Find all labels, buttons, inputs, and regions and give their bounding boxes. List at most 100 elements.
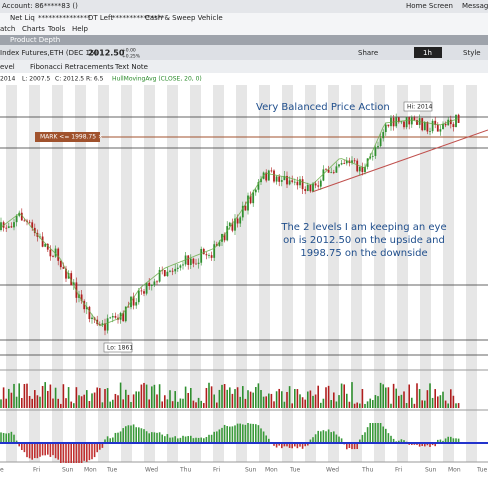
candle bbox=[23, 220, 26, 222]
interval-button[interactable] bbox=[414, 47, 442, 58]
menu-item[interactable]: atch bbox=[0, 25, 15, 33]
menu-item[interactable]: Help bbox=[72, 25, 89, 33]
net-liq: *************** bbox=[38, 14, 91, 22]
candle bbox=[340, 163, 343, 165]
candle bbox=[400, 121, 403, 123]
volume-bar bbox=[80, 396, 83, 408]
candle bbox=[54, 248, 57, 257]
volume-bar bbox=[429, 383, 431, 408]
volume-bar bbox=[333, 392, 335, 408]
session-stripe bbox=[374, 85, 385, 462]
volume-bar bbox=[309, 390, 312, 408]
style[interactable]: Style bbox=[463, 49, 481, 57]
menu-item[interactable]: Tools bbox=[47, 25, 66, 33]
candle bbox=[241, 205, 244, 218]
candle bbox=[314, 183, 317, 186]
osc-bar bbox=[257, 425, 260, 443]
volume-bar bbox=[457, 403, 460, 408]
osc-bar bbox=[312, 437, 314, 443]
x-axis-label: Tue bbox=[476, 467, 488, 474]
volume-bar bbox=[281, 391, 283, 408]
osc-bar bbox=[377, 423, 379, 443]
mark-label[interactable]: MARK <= 1998.75 × bbox=[40, 134, 103, 141]
candle bbox=[143, 291, 145, 294]
volume-bar bbox=[104, 389, 106, 408]
x-axis-label: Wed bbox=[326, 467, 339, 474]
osc-bar bbox=[325, 431, 327, 443]
volume-bar bbox=[353, 403, 356, 408]
osc-bar bbox=[382, 426, 384, 443]
osc-bar bbox=[221, 427, 223, 443]
candle bbox=[153, 281, 156, 285]
osc-bar bbox=[327, 429, 330, 443]
volume-bar bbox=[273, 401, 275, 408]
volume-bar bbox=[5, 398, 7, 408]
candle bbox=[179, 265, 182, 268]
osc-bar bbox=[104, 439, 106, 443]
volume-bar bbox=[132, 394, 135, 408]
candle bbox=[59, 260, 62, 268]
volume-bar bbox=[382, 384, 384, 408]
candle bbox=[7, 226, 10, 228]
volume-bar bbox=[130, 401, 132, 408]
candle bbox=[374, 147, 377, 156]
candle bbox=[98, 324, 101, 325]
info: R: 6.5 bbox=[86, 76, 104, 83]
osc-bar bbox=[218, 429, 221, 443]
tool[interactable]: Text Note bbox=[114, 63, 148, 71]
candle bbox=[293, 181, 296, 183]
volume-bar bbox=[442, 391, 444, 408]
osc-bar bbox=[60, 443, 62, 463]
session-stripe bbox=[259, 85, 270, 462]
x-axis-label: Mon bbox=[84, 467, 97, 474]
osc-bar bbox=[101, 443, 104, 448]
candle bbox=[213, 244, 216, 258]
osc-bar bbox=[73, 443, 75, 463]
osc-bar bbox=[429, 443, 431, 447]
tool[interactable]: Fibonacci Retracements bbox=[30, 63, 114, 71]
osc-bar bbox=[177, 438, 179, 443]
menu-bar bbox=[0, 13, 488, 35]
candle bbox=[286, 175, 288, 185]
note: on is 2012.50 on the upside and bbox=[283, 235, 445, 246]
osc-bar bbox=[138, 427, 140, 443]
osc-bar bbox=[62, 443, 65, 463]
volume-bar bbox=[93, 392, 96, 408]
volume-bar bbox=[369, 398, 371, 408]
candle bbox=[413, 117, 416, 121]
volume-bar bbox=[205, 387, 208, 408]
tool[interactable]: evel bbox=[0, 63, 15, 71]
session-stripe bbox=[236, 85, 247, 462]
hi-label: Hi: 2014 bbox=[407, 104, 433, 111]
candle bbox=[249, 195, 252, 204]
osc-bar bbox=[114, 432, 117, 443]
share[interactable]: Share bbox=[358, 49, 378, 57]
volume-bar bbox=[366, 401, 369, 408]
volume-bar bbox=[296, 389, 299, 408]
osc-bar bbox=[99, 443, 101, 450]
osc-bar bbox=[210, 434, 213, 443]
osc-bar bbox=[309, 439, 312, 443]
home-screen[interactable]: Home Screen bbox=[406, 2, 453, 10]
candle bbox=[265, 172, 268, 181]
note: 1998.75 on the downside bbox=[300, 248, 427, 259]
interval[interactable]: 1h bbox=[423, 49, 432, 57]
candle bbox=[405, 117, 408, 128]
osc-bar bbox=[67, 443, 70, 463]
volume-bar bbox=[57, 398, 59, 408]
net-liq-label: Net Liq bbox=[10, 14, 35, 22]
candle bbox=[195, 263, 197, 265]
candle bbox=[236, 218, 239, 224]
osc-bar bbox=[364, 432, 366, 443]
volume-bar bbox=[62, 384, 65, 408]
candle bbox=[319, 180, 322, 187]
menu-item[interactable]: Charts bbox=[22, 25, 45, 33]
volume-bar bbox=[317, 385, 319, 408]
messages[interactable]: Messages bbox=[462, 2, 488, 10]
volume-bar bbox=[314, 394, 317, 408]
x-axis-label: Fri bbox=[33, 467, 40, 474]
session-stripe bbox=[6, 85, 17, 462]
volume-bar bbox=[78, 395, 80, 408]
candle bbox=[299, 179, 301, 186]
